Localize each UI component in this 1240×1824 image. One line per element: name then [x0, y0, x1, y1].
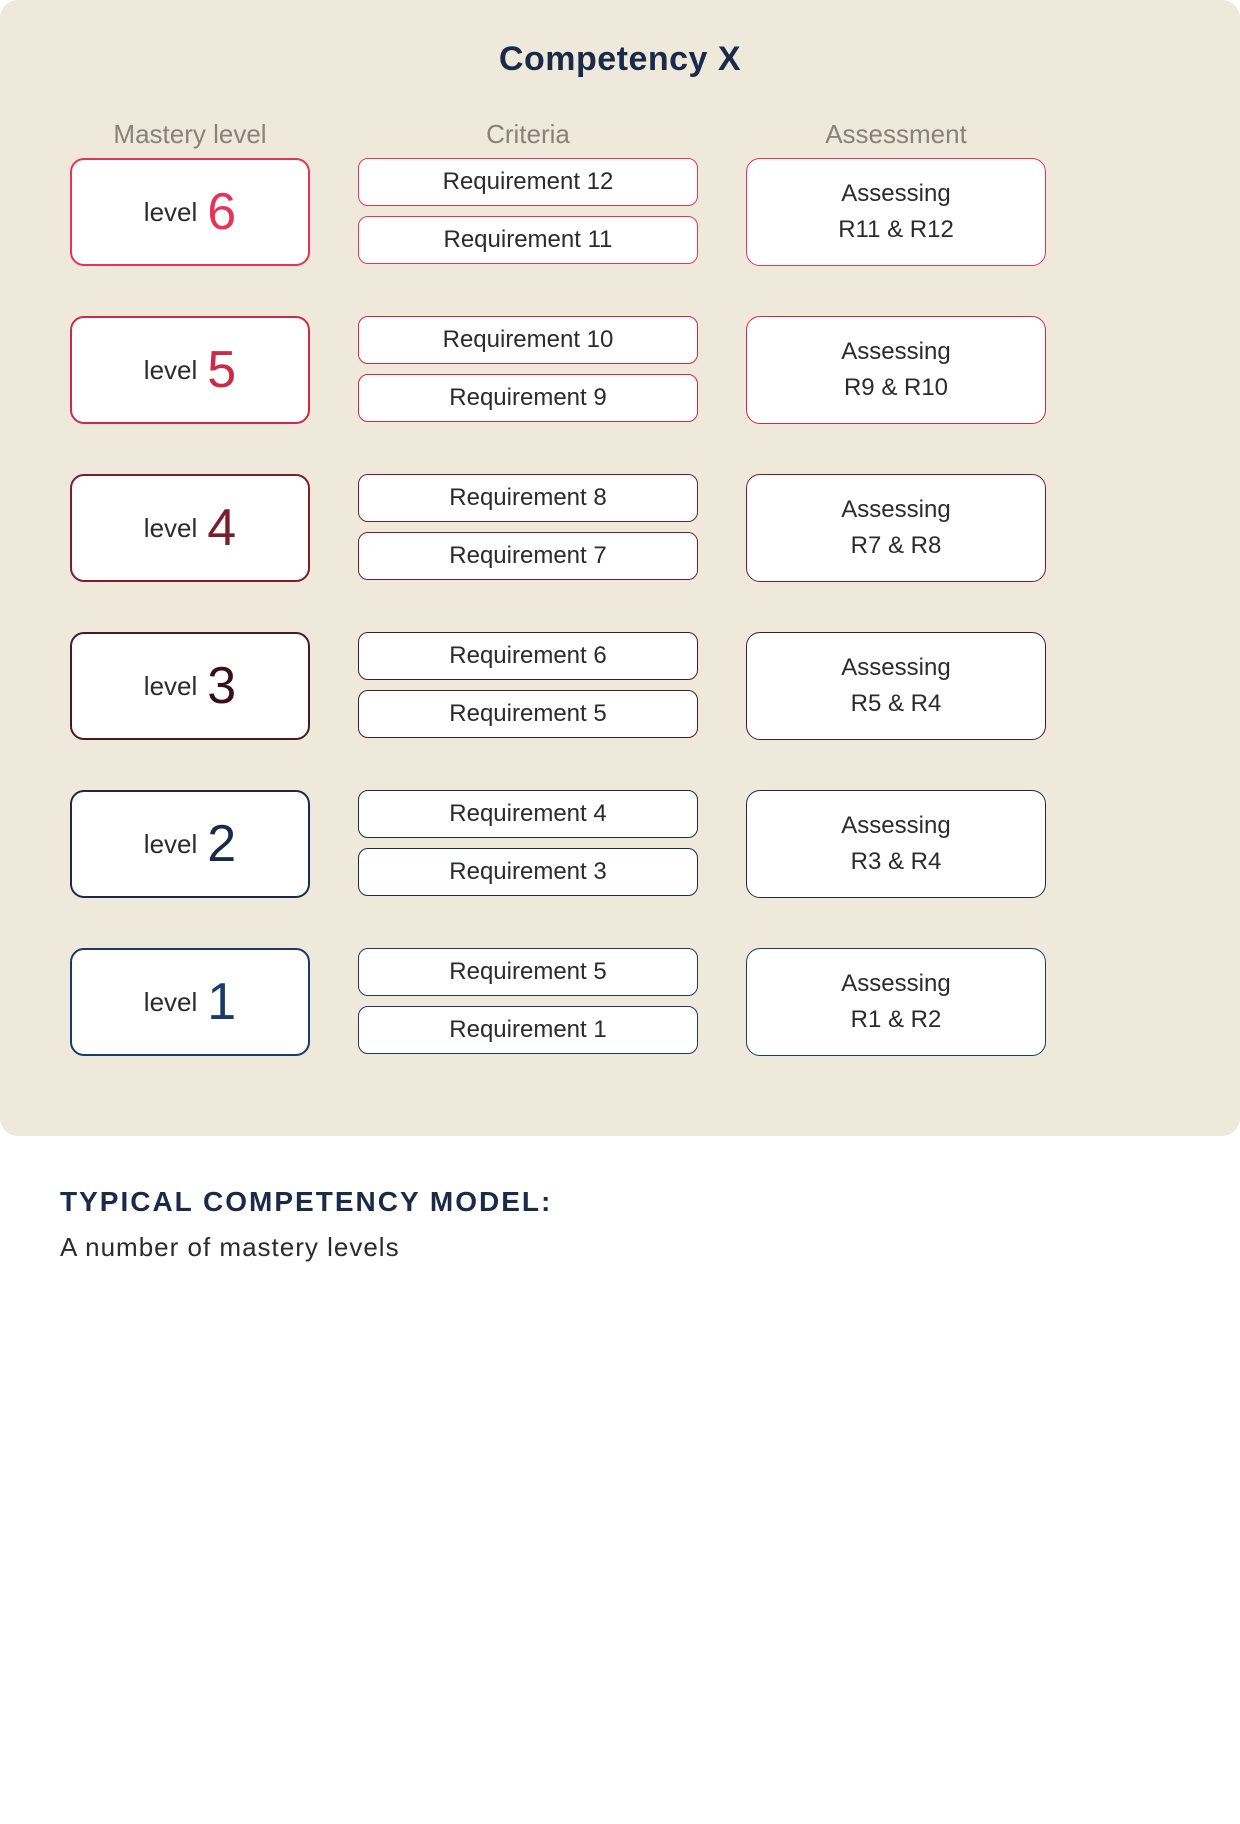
criteria-column: Requirement 8 Requirement 7 [358, 474, 698, 582]
header-mastery: Mastery level [70, 119, 310, 150]
assessment-box: AssessingR1 & R2 [746, 948, 1046, 1056]
level-row: level 1 Requirement 5 Requirement 1 Assessin… [60, 948, 1180, 1056]
requirement-box: Requirement 8 [358, 474, 698, 522]
assessment-line1: Assessing [841, 966, 950, 1002]
footer-subtitle: A number of mastery levels [60, 1232, 1180, 1263]
level-box: level 4 [70, 474, 310, 582]
level-number: 5 [207, 340, 236, 400]
requirement-box: Requirement 10 [358, 316, 698, 364]
level-row: level 4 Requirement 8 Requirement 7 Assessin… [60, 474, 1180, 582]
footer-title: TYPICAL COMPETENCY MODEL: [60, 1186, 1180, 1218]
requirement-box: Requirement 5 [358, 948, 698, 996]
assessment-line1: Assessing [841, 492, 950, 528]
requirement-box: Requirement 7 [358, 532, 698, 580]
assessment-box: AssessingR5 & R4 [746, 632, 1046, 740]
criteria-column: Requirement 6 Requirement 5 [358, 632, 698, 740]
criteria-column: Requirement 10 Requirement 9 [358, 316, 698, 424]
level-prefix: level [144, 355, 197, 386]
assessment-line2: R1 & R2 [851, 1002, 942, 1038]
competency-panel: Competency X Mastery level Criteria Asse… [0, 0, 1240, 1136]
level-row: level 5 Requirement 10 Requirement 9 Assessi… [60, 316, 1180, 424]
assessment-line1: Assessing [841, 334, 950, 370]
level-row: level 2 Requirement 4 Requirement 3 Assessin… [60, 790, 1180, 898]
level-box: level 6 [70, 158, 310, 266]
panel-title: Competency X [60, 40, 1180, 79]
assessment-line2: R11 & R12 [838, 212, 954, 248]
assessment-box: AssessingR7 & R8 [746, 474, 1046, 582]
footer: TYPICAL COMPETENCY MODEL: A number of ma… [0, 1136, 1240, 1463]
level-prefix: level [144, 513, 197, 544]
level-number: 2 [207, 814, 236, 874]
assessment-box: AssessingR9 & R10 [746, 316, 1046, 424]
requirement-box: Requirement 1 [358, 1006, 698, 1054]
level-prefix: level [144, 829, 197, 860]
assessment-line2: R5 & R4 [851, 686, 942, 722]
requirement-box: Requirement 12 [358, 158, 698, 206]
level-row: level 3 Requirement 6 Requirement 5 Assessin… [60, 632, 1180, 740]
requirement-box: Requirement 11 [358, 216, 698, 264]
level-box: level 1 [70, 948, 310, 1056]
assessment-line1: Assessing [841, 176, 950, 212]
level-prefix: level [144, 987, 197, 1018]
level-number: 1 [207, 972, 236, 1032]
criteria-column: Requirement 12 Requirement 11 [358, 158, 698, 266]
assessment-line2: R7 & R8 [851, 528, 942, 564]
assessment-line2: R3 & R4 [851, 844, 942, 880]
requirement-box: Requirement 6 [358, 632, 698, 680]
assessment-line1: Assessing [841, 650, 950, 686]
level-prefix: level [144, 197, 197, 228]
level-number: 3 [207, 656, 236, 716]
assessment-box: AssessingR3 & R4 [746, 790, 1046, 898]
column-headers: Mastery level Criteria Assessment [60, 119, 1180, 150]
criteria-column: Requirement 5 Requirement 1 [358, 948, 698, 1056]
requirement-box: Requirement 3 [358, 848, 698, 896]
header-criteria: Criteria [358, 119, 698, 150]
criteria-column: Requirement 4 Requirement 3 [358, 790, 698, 898]
header-assessment: Assessment [746, 119, 1046, 150]
requirement-box: Requirement 9 [358, 374, 698, 422]
level-number: 6 [207, 182, 236, 242]
level-prefix: level [144, 671, 197, 702]
rows-container: level6Requirement 12Requirement 11Assess… [60, 158, 1180, 1056]
level-row: level 6 Requirement 12 Requirement 11 Assess… [60, 158, 1180, 266]
assessment-line1: Assessing [841, 808, 950, 844]
level-number: 4 [207, 498, 236, 558]
assessment-line2: R9 & R10 [844, 370, 948, 406]
assessment-box: AssessingR11 & R12 [746, 158, 1046, 266]
requirement-box: Requirement 4 [358, 790, 698, 838]
level-box: level 2 [70, 790, 310, 898]
level-box: level 5 [70, 316, 310, 424]
requirement-box: Requirement 5 [358, 690, 698, 738]
level-box: level 3 [70, 632, 310, 740]
